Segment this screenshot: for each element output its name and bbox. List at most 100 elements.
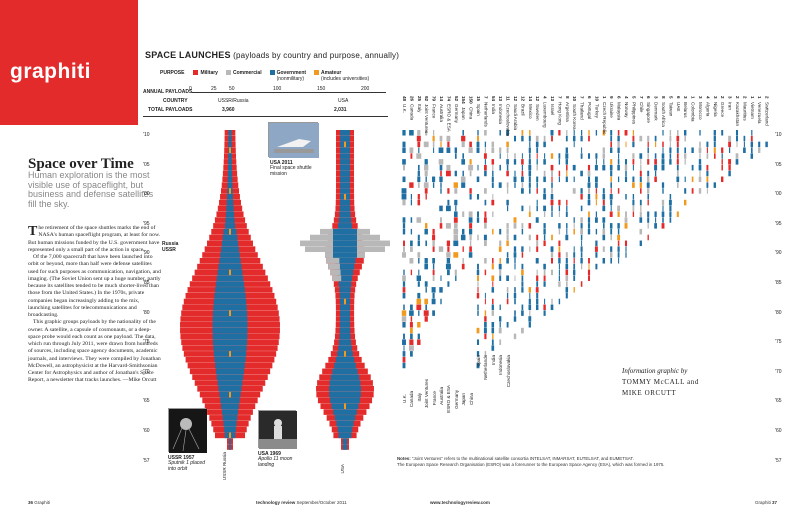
country-payload-bar	[706, 147, 708, 153]
country-name: Greece	[720, 101, 726, 117]
country-payload-bar	[529, 246, 531, 252]
country-payload-bar	[483, 234, 487, 241]
country-payload-bar	[476, 362, 480, 369]
country-payload-bar	[401, 188, 407, 194]
country-payload-bar	[492, 258, 494, 264]
usa-government-bar	[333, 246, 357, 252]
country-payload-bar	[483, 153, 487, 159]
country-payload-bar	[476, 194, 480, 200]
country-payload-bar	[484, 130, 487, 136]
country-right: USA	[338, 98, 349, 104]
country-label: 52 Germany	[454, 96, 459, 123]
country-payload-bar	[632, 176, 635, 183]
country-payload-bar	[632, 130, 635, 136]
country-payload-bar	[432, 292, 435, 299]
country-payload-bar	[594, 217, 598, 223]
ussr-government-bar	[227, 170, 233, 177]
legend-item-amateur: Amateur (includes universities)	[314, 70, 369, 82]
country-payload-bar	[624, 217, 628, 223]
country-payload-bar	[580, 281, 583, 287]
country-payload-bar	[499, 130, 501, 136]
legend-item-name: Military	[200, 70, 218, 76]
legend-item-label: Government	[269, 70, 306, 76]
country-payload-bar	[647, 223, 649, 229]
country-label: 6 Portugal	[587, 96, 592, 119]
country-label: 10 Turkey	[594, 96, 599, 118]
country-payload-bar	[513, 316, 517, 322]
country-count: 10	[594, 96, 600, 102]
country-payload-bar	[424, 263, 429, 270]
country-payload-bar	[416, 304, 422, 311]
ussr-government-bar	[222, 234, 238, 241]
country-payload-bar	[506, 130, 510, 136]
country-count: 13	[550, 96, 555, 102]
country-payload-bar	[521, 310, 524, 316]
country-payload-bar	[573, 263, 576, 270]
country-payload-bar	[684, 147, 687, 153]
country-payload-bar	[440, 275, 442, 281]
year-tick: '85	[143, 280, 150, 286]
country-count: 1	[601, 96, 607, 99]
country-count: 11	[505, 96, 511, 101]
country-payload-bar	[416, 217, 422, 223]
country-payload-bar	[402, 292, 406, 299]
country-label: 2 Switzerland	[765, 96, 770, 126]
country-payload-bar	[587, 228, 591, 235]
country-payload-bar	[617, 252, 620, 258]
country-payload-bar	[640, 159, 642, 165]
country-payload-bar	[521, 304, 524, 311]
country-payload-bar	[743, 147, 746, 153]
totals-left: 3,960	[222, 107, 235, 113]
usa-government-bar	[339, 327, 351, 334]
country-payload-bar	[610, 258, 613, 264]
country-payload-bar	[565, 287, 569, 293]
country-payload-bar	[491, 199, 495, 206]
ussr-government-bar	[215, 362, 245, 369]
ussr-government-bar	[221, 246, 239, 252]
country-payload-bar	[498, 327, 502, 334]
country-payload-bar	[587, 217, 591, 223]
usa-government-bar	[340, 147, 350, 154]
country-payload-bar	[506, 258, 509, 264]
country-payload-bar	[402, 287, 406, 293]
country-payload-bar	[462, 153, 465, 159]
ussr-government-bar	[221, 403, 239, 410]
ussr-government-bar	[228, 444, 232, 450]
bottom-country-label: Australia	[439, 386, 444, 405]
ussr-government-bar	[226, 199, 234, 206]
country-payload-bar	[521, 246, 524, 252]
country-name: Colombia	[690, 101, 696, 122]
country-payload-bar	[506, 188, 509, 194]
country-payload-bar	[721, 147, 724, 153]
country-payload-bar	[647, 141, 649, 148]
country-payload-bar	[431, 298, 436, 305]
country-label: 9 Ukraine	[609, 96, 614, 118]
country-label: 15 Spain	[476, 96, 481, 116]
country-payload-bar	[425, 240, 428, 247]
country-payload-bar	[401, 316, 407, 322]
country-payload-bar	[447, 269, 450, 276]
country-name: Sweden	[535, 104, 541, 122]
country-payload-bar	[498, 246, 502, 252]
country-payload-bar	[543, 281, 546, 287]
country-payload-bar	[491, 141, 495, 148]
country-payload-bar	[676, 159, 679, 165]
country-payload-bar	[446, 252, 451, 258]
country-payload-bar	[580, 246, 583, 252]
ussr-government-bar	[228, 135, 232, 142]
bottom-country-label: Italy	[416, 392, 422, 401]
country-payload-bar	[677, 130, 679, 136]
country-payload-bar	[461, 182, 466, 188]
country-payload-bar	[408, 345, 414, 351]
country-payload-bar	[566, 199, 568, 206]
usa-government-bar	[334, 258, 356, 264]
country-payload-bar	[676, 182, 679, 188]
country-payload-bar	[610, 147, 613, 153]
country-payload-bar	[609, 223, 613, 229]
country-payload-bar	[402, 176, 406, 183]
credit-author-1: TOMMY McCALL and	[622, 378, 700, 386]
country-count: 14	[527, 96, 533, 102]
year-tick: '57	[775, 457, 782, 464]
usa-government-bar	[340, 159, 350, 165]
